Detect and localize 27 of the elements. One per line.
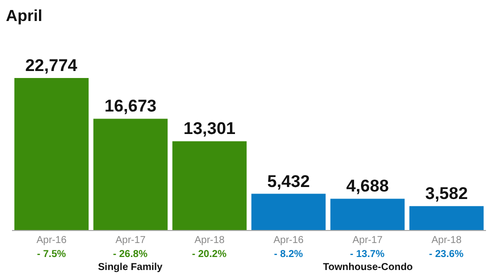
text: - 23.6%	[429, 249, 464, 260]
bar	[330, 198, 405, 230]
text: - 8.2%	[274, 249, 304, 260]
x-tick-label: Apr-16	[273, 235, 304, 246]
text: - 20.2%	[192, 249, 227, 260]
text: - 7.5%	[37, 249, 66, 260]
x-tick-label: Apr-17	[352, 235, 383, 246]
data-label: 13,301	[184, 119, 236, 138]
data-label: 22,774	[25, 56, 78, 75]
x-tick-label: Apr-18	[431, 235, 462, 246]
bar	[172, 141, 247, 230]
text: - 13.7%	[350, 249, 385, 260]
bar	[14, 78, 89, 230]
x-tick-label: Apr-18	[194, 235, 225, 246]
data-label: 3,582	[425, 184, 468, 204]
text: Townhouse-Condo	[323, 262, 413, 273]
text: Single Family	[98, 262, 163, 273]
x-tick-label: Apr-16	[36, 235, 67, 246]
bar	[409, 206, 484, 230]
text: - 26.8%	[113, 249, 148, 260]
x-tick-label: Apr-17	[115, 235, 146, 246]
data-label: 16,673	[104, 96, 156, 116]
data-label: 4,688	[346, 176, 389, 196]
bar	[93, 118, 168, 230]
data-label: 5,432	[267, 172, 310, 191]
chart-title: April	[6, 8, 42, 25]
bar	[251, 194, 326, 230]
